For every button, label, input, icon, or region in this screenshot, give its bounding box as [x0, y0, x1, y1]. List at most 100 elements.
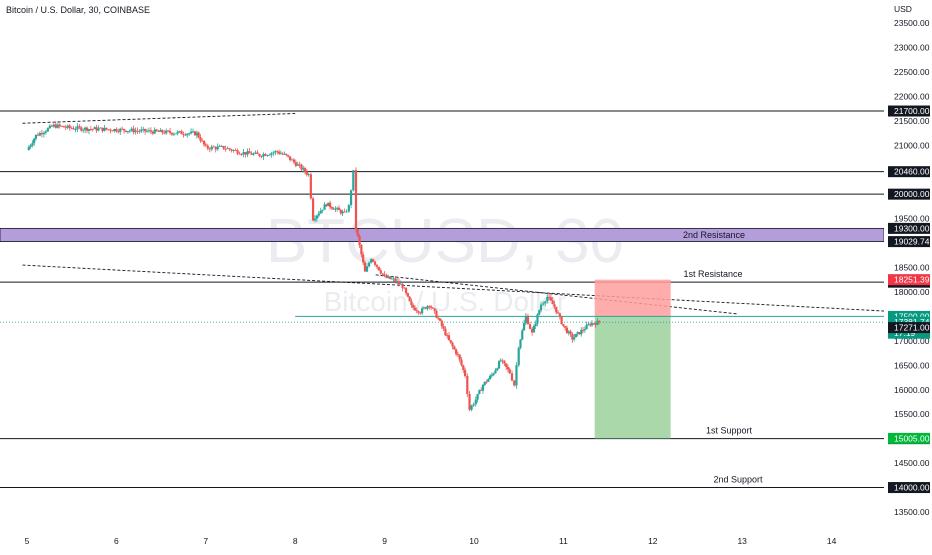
candle-body-151 — [319, 210, 322, 214]
candle-body-40 — [105, 127, 108, 130]
x-tick-5: 10 — [469, 536, 479, 546]
y-tick-1: 23000.00 — [894, 42, 930, 52]
candle-body-265 — [532, 325, 535, 333]
candle-body-249 — [501, 360, 504, 362]
candle-body-279 — [558, 313, 561, 317]
candle-body-220 — [447, 335, 451, 341]
candle-body-241 — [487, 379, 490, 382]
candle-body-75 — [172, 133, 175, 135]
candle-body-42 — [109, 129, 112, 131]
candle-body-64 — [151, 131, 154, 134]
candle-body-273 — [547, 296, 551, 298]
candle-body-113 — [246, 151, 249, 155]
candle-body-139 — [296, 164, 299, 166]
annotation-2: 2nd Support — [713, 475, 763, 485]
candle-body-169 — [354, 170, 358, 230]
y-tick-16: 15500.00 — [894, 409, 930, 419]
candle-body-254 — [510, 373, 514, 381]
candle-body-138 — [294, 162, 297, 166]
candle-body-237 — [480, 390, 483, 391]
candle-body-218 — [444, 328, 447, 336]
candle-body-194 — [401, 283, 404, 288]
stop-badge-bg — [888, 274, 930, 286]
candle-body-18 — [62, 126, 65, 128]
candle-body-26 — [78, 126, 81, 128]
candle-body-175 — [365, 266, 369, 272]
candle-body-172 — [360, 245, 363, 255]
y-tick-13: 17000.00 — [894, 336, 930, 346]
candle-body-117 — [254, 152, 257, 154]
candle-body-148 — [313, 218, 317, 221]
candle-body-183 — [381, 273, 384, 275]
candle-body-129 — [278, 151, 281, 154]
annotation-1: 1st Support — [706, 426, 753, 436]
candle-body-116 — [252, 153, 255, 155]
y-tick-14: 16500.00 — [894, 360, 930, 370]
candle-body-247 — [497, 361, 501, 369]
candle-body-225 — [456, 354, 460, 355]
candle-body-114 — [248, 151, 251, 154]
candle-body-258 — [519, 339, 522, 348]
candle-body-209 — [428, 306, 431, 307]
candle-body-123 — [266, 155, 269, 156]
y-tick-15: 16000.00 — [894, 385, 930, 395]
candle-body-292 — [581, 329, 585, 331]
candle-body-271 — [544, 301, 547, 304]
candle-body-153 — [323, 204, 326, 210]
y-tick-18: 14500.00 — [894, 458, 930, 468]
candle-body-73 — [168, 130, 172, 133]
candle-body-289 — [576, 332, 579, 334]
candle-body-296 — [589, 324, 592, 326]
candle-body-107 — [234, 150, 237, 151]
candle-body-128 — [276, 151, 279, 153]
candle-body-9 — [44, 131, 47, 133]
zone-top-badge: 19300.00 — [894, 223, 930, 233]
candle-body-5 — [36, 134, 40, 136]
entry-badge: 17500.00 — [894, 311, 930, 321]
level-badge-5: 14000.00 — [894, 483, 930, 493]
y-tick-20: 13500.00 — [894, 507, 930, 517]
candle-body-91 — [202, 140, 206, 145]
candle-body-93 — [206, 145, 209, 149]
candle-body-180 — [375, 264, 379, 267]
candle-body-87 — [195, 132, 198, 136]
candle-body-210 — [429, 306, 433, 308]
candle-body-176 — [368, 262, 371, 267]
candle-body-164 — [343, 211, 346, 213]
candle-body-149 — [315, 215, 319, 219]
zone-label: 2nd Resistance — [683, 230, 745, 240]
candle-body-261 — [524, 315, 527, 324]
candle-body-81 — [184, 134, 187, 136]
level-badge-0: 21700.00 — [894, 106, 930, 116]
candle-body-1 — [29, 145, 32, 148]
candle-body-69 — [161, 129, 164, 133]
candle-body-102 — [224, 148, 227, 150]
trendline-1 — [22, 264, 932, 315]
candle-body-195 — [403, 287, 406, 289]
candle-body-270 — [542, 303, 545, 305]
candle-body-298 — [592, 323, 595, 325]
candle-body-152 — [321, 209, 324, 211]
candle-body-274 — [549, 297, 552, 301]
y-tick-11: 18000.00 — [894, 287, 930, 297]
candle-body-278 — [556, 312, 560, 314]
candle-body-145 — [307, 174, 310, 175]
candle-body-78 — [178, 131, 181, 132]
candle-body-207 — [424, 307, 427, 309]
candle-body-45 — [115, 129, 118, 132]
x-tick-7: 12 — [648, 536, 658, 546]
candle-body-84 — [190, 131, 193, 134]
candle-body-59 — [142, 128, 145, 130]
level-badge-5-bg — [888, 482, 930, 494]
candle-body-188 — [390, 278, 393, 280]
candle-body-52 — [128, 130, 131, 132]
candle-body-250 — [503, 360, 506, 364]
candle-body-101 — [222, 145, 225, 149]
candle-body-217 — [442, 326, 445, 329]
candle-body-92 — [204, 144, 207, 146]
candle-body-233 — [472, 404, 475, 406]
candle-body-71 — [165, 130, 168, 134]
candle-body-206 — [422, 307, 426, 309]
